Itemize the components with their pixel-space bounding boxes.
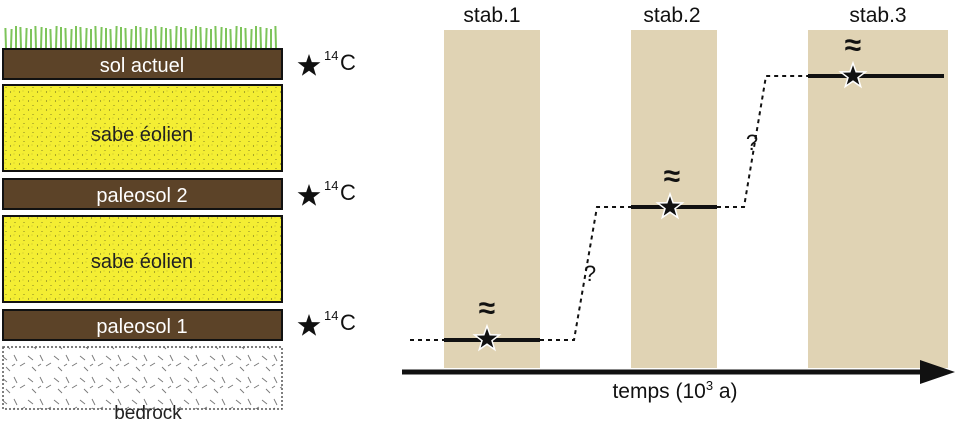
grass-blade <box>274 25 277 49</box>
layer-bedrock <box>2 346 283 410</box>
layer-label-sand-lower: sabe éolien <box>91 251 193 273</box>
star-icon <box>838 60 868 89</box>
grass-blade <box>124 27 127 49</box>
grass-blade <box>250 28 253 49</box>
grass-blade <box>130 28 133 49</box>
grass-blade <box>25 27 28 49</box>
stratigraphic-column: sol actuel sabe éolien paleosol 2 sabe é… <box>2 25 356 424</box>
approx-mark-stab-3: ≈ <box>845 29 861 62</box>
approx-mark-stab-1: ≈ <box>479 292 495 325</box>
grass-blade <box>214 25 217 49</box>
layer-label-sand-upper: sabe éolien <box>91 124 193 146</box>
grass-blade <box>145 27 148 49</box>
sand-texture <box>4 217 281 301</box>
time-axis-label-text: temps (10 <box>612 380 705 403</box>
uncertain-mark-2-3: ? <box>746 130 758 155</box>
layer-paleosol-2 <box>2 178 283 210</box>
grass-blade <box>220 26 223 49</box>
grass-blade <box>139 26 142 49</box>
layer-label-paleosol-1: paleosol 1 <box>96 316 187 338</box>
layer-label-sol-actuel: sol actuel <box>100 55 185 77</box>
c14-superscript: 14 <box>324 48 338 63</box>
grass-blade <box>184 27 187 49</box>
c14-superscript: 14 <box>324 308 338 323</box>
grass-blade <box>169 28 172 49</box>
sand-texture <box>4 86 281 170</box>
grass-surface <box>4 25 277 49</box>
dotted-transition-1-2 <box>540 206 631 341</box>
grass-blade <box>115 25 118 49</box>
stabilization-timeline: stab.1 stab.2 stab.3 ≈ ≈ ≈ ? ? temps (10… <box>402 4 955 403</box>
grass-blade <box>235 25 238 49</box>
grass-blade <box>4 27 7 49</box>
star-icon <box>297 314 321 336</box>
grass-blade <box>10 28 13 49</box>
grass-blade <box>265 27 268 49</box>
grass-blade <box>160 26 163 49</box>
phase-label-stab-1: stab.1 <box>463 4 520 27</box>
grass-blade <box>64 27 67 49</box>
c14-marker-paleosol-2: 14 C <box>297 178 356 206</box>
c14-element: C <box>340 310 356 335</box>
star-icon <box>297 54 321 76</box>
grass-blade <box>109 28 112 49</box>
grass-blade <box>55 25 58 49</box>
c14-element: C <box>340 180 356 205</box>
star-icon <box>297 184 321 206</box>
star-icon <box>655 191 685 220</box>
grass-blade <box>19 26 22 49</box>
grass-blade <box>94 25 97 49</box>
phase-band-stab-2 <box>631 30 717 368</box>
grass-blade <box>199 26 202 49</box>
layer-label-bedrock: bedrock <box>114 403 182 424</box>
layer-paleosol-1 <box>2 309 283 341</box>
grass-blade <box>205 27 208 49</box>
time-axis-label: temps (103 a) <box>612 378 737 403</box>
grass-blade <box>259 26 262 49</box>
grass-blade <box>79 26 82 49</box>
c14-element: C <box>340 50 356 75</box>
layer-sol-actuel <box>2 48 283 80</box>
time-axis-arrowhead <box>920 360 955 384</box>
grass-blade <box>85 27 88 49</box>
grass-blade <box>244 27 247 49</box>
grass-blade <box>100 26 103 49</box>
c14-superscript: 14 <box>324 178 338 193</box>
approx-mark-stab-2: ≈ <box>664 160 680 193</box>
grass-blade <box>229 28 232 49</box>
grass-blade <box>175 25 178 49</box>
phase-band-stab-3 <box>808 30 948 368</box>
grass-blade <box>190 28 193 49</box>
c14-marker-sol-actuel: 14 C <box>297 48 356 76</box>
star-icon <box>472 323 502 352</box>
phase-band-stab-1 <box>444 30 540 368</box>
phase-label-stab-2: stab.2 <box>643 4 700 27</box>
uncertain-mark-1-2: ? <box>584 261 596 286</box>
phase-label-stab-3: stab.3 <box>849 4 906 27</box>
c14-marker-paleosol-1: 14 C <box>297 308 356 336</box>
layer-label-paleosol-2: paleosol 2 <box>96 185 187 207</box>
grass-blade <box>34 25 37 49</box>
grass-blade <box>154 25 157 49</box>
time-axis-label-exponent: 3 <box>706 378 713 393</box>
time-axis-label-suffix: a) <box>713 380 738 403</box>
grass-blade <box>40 26 43 49</box>
grass-blade <box>70 28 73 49</box>
dotted-transition-2-3 <box>717 75 808 208</box>
grass-blade <box>49 28 52 49</box>
